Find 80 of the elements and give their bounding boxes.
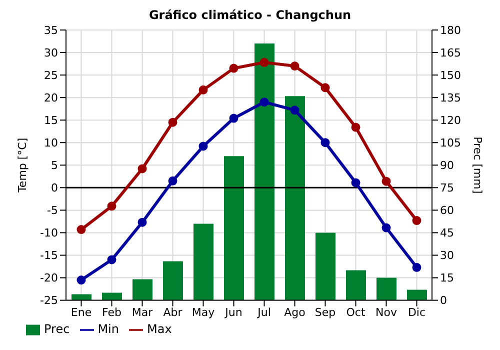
bar: [376, 278, 396, 300]
legend-label: Max: [146, 322, 172, 336]
y2-tick-label: 180: [440, 24, 461, 37]
point: [138, 218, 147, 227]
x-tick-label: Ene: [70, 306, 92, 320]
x-tick-label: Jul: [256, 306, 271, 320]
y2-tick-label: 90: [440, 159, 454, 172]
x-tick-label: Feb: [102, 306, 122, 320]
y-tick-label: 30: [44, 46, 58, 60]
legend-label: Min: [98, 322, 119, 336]
y-axis-title: Temp [°C]: [16, 138, 29, 194]
point: [198, 142, 208, 151]
bar: [71, 294, 92, 300]
bar: [284, 96, 305, 300]
point: [412, 262, 422, 272]
bar: [102, 292, 122, 300]
point: [168, 176, 178, 186]
point: [107, 255, 116, 264]
y-tick-label: -20: [40, 272, 58, 285]
point: [198, 85, 208, 94]
y2-tick-label: 30: [440, 249, 454, 262]
y2-axis-title: Prec [mm]: [471, 136, 484, 194]
y-tick-label: -25: [40, 294, 58, 308]
y2-tick-label: 45: [440, 226, 454, 240]
y-tick-label: -5: [47, 204, 58, 218]
point: [260, 58, 269, 67]
y-tick-label: 35: [44, 24, 58, 37]
y-tick-label: 10: [44, 136, 58, 150]
point: [351, 122, 360, 132]
point: [138, 164, 147, 174]
x-tick-label: Nov: [376, 306, 398, 320]
y2-tick-label: 0: [440, 294, 447, 308]
bar: [406, 290, 427, 300]
legend-label: Prec: [44, 322, 70, 336]
x-tick-label: Abr: [163, 306, 183, 320]
point: [76, 225, 86, 234]
bar: [162, 261, 183, 300]
y-tick-label: 25: [44, 68, 58, 82]
y-tick-label: -15: [40, 249, 58, 262]
bar: [254, 44, 274, 300]
y2-tick-label: 135: [440, 91, 461, 104]
y2-tick-label: 120: [440, 114, 461, 127]
y2-tick-label: 150: [440, 68, 461, 82]
point: [412, 216, 422, 226]
y-tick-label: 20: [44, 91, 58, 104]
x-tick-label: Ago: [284, 306, 306, 320]
y2-tick-label: 15: [440, 272, 454, 285]
bar: [346, 270, 366, 300]
point: [382, 176, 391, 186]
x-tick-label: Dic: [408, 306, 426, 320]
point: [76, 276, 86, 285]
point: [320, 83, 330, 92]
y2-tick-label: 105: [440, 136, 461, 150]
bar: [224, 156, 244, 300]
x-tick-label: May: [192, 306, 216, 320]
bar: [193, 224, 214, 300]
x-tick-label: Mar: [132, 306, 154, 320]
point: [351, 178, 360, 188]
y2-tick-label: 75: [440, 182, 454, 195]
y-tick-label: 5: [51, 159, 58, 172]
y-tick-label: 0: [51, 182, 58, 195]
point: [290, 106, 300, 115]
bar: [315, 232, 336, 300]
chart-title: Gráfico climático - Changchun: [148, 8, 352, 22]
point: [107, 202, 116, 211]
x-tick-label: Oct: [346, 306, 366, 320]
point: [229, 64, 238, 73]
y-tick-label: 15: [44, 114, 58, 127]
point: [290, 62, 300, 71]
point: [260, 98, 269, 107]
x-tick-label: Sep: [314, 306, 336, 320]
bar: [132, 279, 152, 300]
point: [168, 118, 178, 127]
x-tick-label: Jun: [224, 306, 242, 320]
point: [229, 114, 238, 123]
y2-tick-label: 60: [440, 204, 454, 218]
y2-tick-label: 165: [440, 46, 461, 60]
point: [382, 223, 391, 232]
point: [320, 138, 330, 148]
y-tick-label: -10: [40, 226, 58, 240]
